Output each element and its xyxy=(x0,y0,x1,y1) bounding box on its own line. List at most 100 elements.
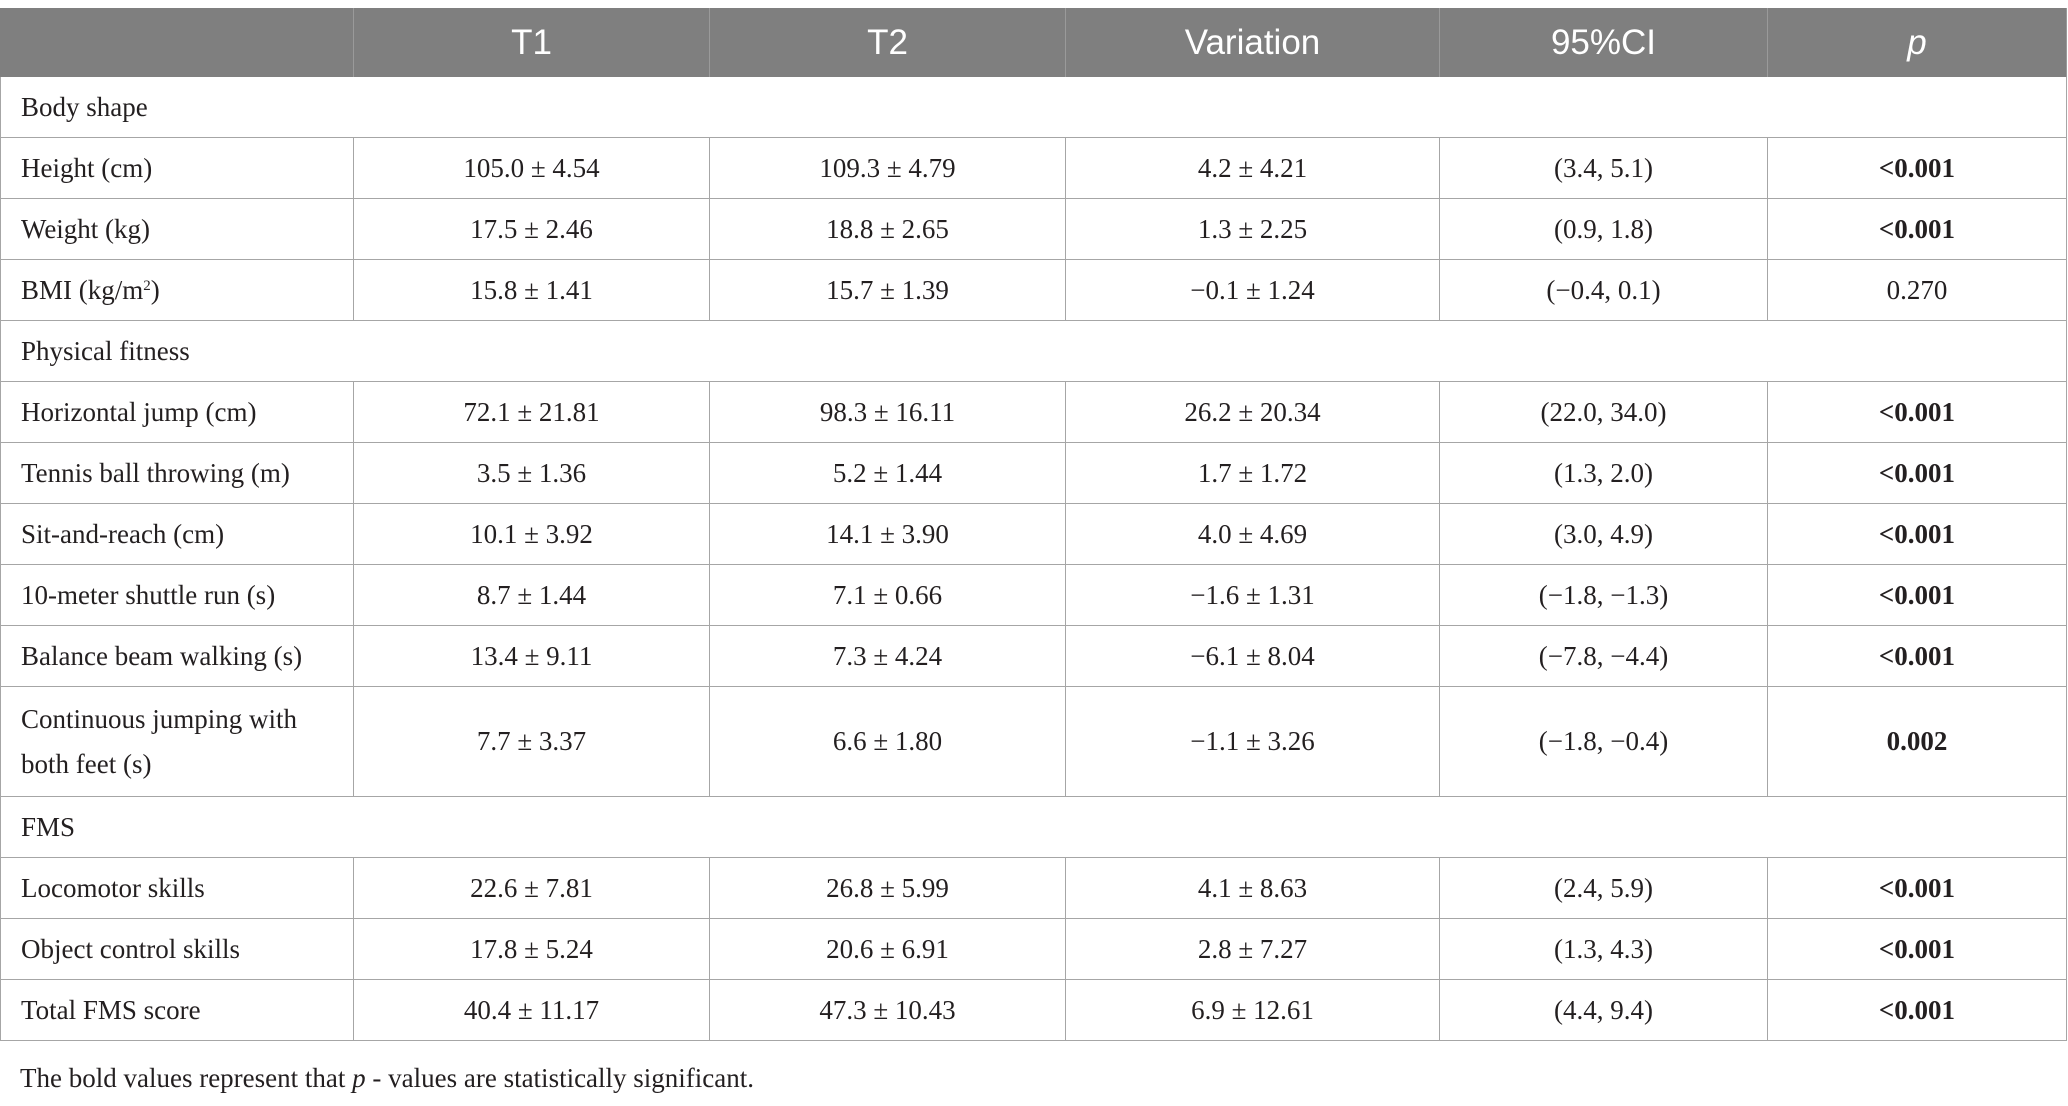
cell-ci: (−0.4, 0.1) xyxy=(1439,259,1768,321)
cell-variation: 26.2 ± 20.34 xyxy=(1065,381,1440,443)
header-cell-ci: 95%CI xyxy=(1439,8,1768,77)
cell-t1: 15.8 ± 1.41 xyxy=(353,259,710,321)
cell-t2: 109.3 ± 4.79 xyxy=(709,137,1066,199)
cell-t1: 17.5 ± 2.46 xyxy=(353,198,710,260)
cell-t1: 13.4 ± 9.11 xyxy=(353,625,710,687)
row-label: 10-meter shuttle run (s) xyxy=(0,564,354,626)
cell-variation: 4.1 ± 8.63 xyxy=(1065,857,1440,919)
cell-p: <0.001 xyxy=(1767,625,2067,687)
cell-t2: 5.2 ± 1.44 xyxy=(709,442,1066,504)
table-row: Weight (kg) 17.5 ± 2.46 18.8 ± 2.65 1.3 ± 2… xyxy=(0,198,2067,260)
cell-variation: 1.7 ± 1.72 xyxy=(1065,442,1440,504)
cell-t2: 18.8 ± 2.65 xyxy=(709,198,1066,260)
cell-ci: (3.4, 5.1) xyxy=(1439,137,1768,199)
cell-p: <0.001 xyxy=(1767,564,2067,626)
cell-p: <0.001 xyxy=(1767,918,2067,980)
table-row: Sit-and-reach (cm) 10.1 ± 3.92 14.1 ± 3.90… xyxy=(0,503,2067,565)
cell-variation: 1.3 ± 2.25 xyxy=(1065,198,1440,260)
cell-p: <0.001 xyxy=(1767,137,2067,199)
header-cell-variation: Variation xyxy=(1065,8,1440,77)
row-label: Horizontal jump (cm) xyxy=(0,381,354,443)
table-row: Object control skills 17.8 ± 5.24 20.6 ± 6… xyxy=(0,918,2067,980)
cell-t1: 7.7 ± 3.37 xyxy=(353,686,710,797)
row-label-suffix: ) xyxy=(150,274,160,305)
header-row: T1 T2 Variation 95%CI p xyxy=(0,8,2067,77)
cell-t1: 22.6 ± 7.81 xyxy=(353,857,710,919)
cell-p: 0.002 xyxy=(1767,686,2067,797)
cell-t2: 6.6 ± 1.80 xyxy=(709,686,1066,797)
cell-p: 0.270 xyxy=(1767,259,2067,321)
header-cell-t1: T1 xyxy=(353,8,710,77)
cell-variation: −6.1 ± 8.04 xyxy=(1065,625,1440,687)
row-label-text: BMI (kg/m xyxy=(21,274,144,305)
cell-t1: 40.4 ± 11.17 xyxy=(353,979,710,1041)
cell-t1: 3.5 ± 1.36 xyxy=(353,442,710,504)
table-row: Height (cm) 105.0 ± 4.54 109.3 ± 4.79 4.2 ±… xyxy=(0,137,2067,199)
table-header: T1 T2 Variation 95%CI p xyxy=(0,8,2067,77)
table-row: Total FMS score 40.4 ± 11.17 47.3 ± 10.43 6… xyxy=(0,979,2067,1041)
cell-ci: (22.0, 34.0) xyxy=(1439,381,1768,443)
row-label-superscript: 2 xyxy=(143,277,151,294)
cell-ci: (3.0, 4.9) xyxy=(1439,503,1768,565)
cell-ci: (4.4, 9.4) xyxy=(1439,979,1768,1041)
row-label: Locomotor skills xyxy=(0,857,354,919)
cell-t2: 98.3 ± 16.11 xyxy=(709,381,1066,443)
table-row: 10-meter shuttle run (s) 8.7 ± 1.44 7.1 ± … xyxy=(0,564,2067,626)
cell-ci: (−1.8, −0.4) xyxy=(1439,686,1768,797)
cell-t1: 8.7 ± 1.44 xyxy=(353,564,710,626)
cell-ci: (1.3, 2.0) xyxy=(1439,442,1768,504)
cell-t1: 17.8 ± 5.24 xyxy=(353,918,710,980)
section-title: FMS xyxy=(0,796,2067,858)
table-row: Locomotor skills 22.6 ± 7.81 26.8 ± 5.99 4.… xyxy=(0,857,2067,919)
table-row: Tennis ball throwing (m) 3.5 ± 1.36 5.2 ± … xyxy=(0,442,2067,504)
table-row: BMI (kg/m2) 15.8 ± 1.41 15.7 ± 1.39 −0.1 ± … xyxy=(0,259,2067,321)
row-label: Balance beam walking (s) xyxy=(0,625,354,687)
footnote-p-symbol: p xyxy=(352,1063,366,1093)
results-table-container: T1 T2 Variation 95%CI p Body shape Height… xyxy=(0,8,2067,1041)
cell-variation: −0.1 ± 1.24 xyxy=(1065,259,1440,321)
table-row: Continuous jumping with both feet (s) 7.7… xyxy=(0,686,2067,797)
cell-p: <0.001 xyxy=(1767,381,2067,443)
header-cell-label xyxy=(0,8,354,77)
cell-t2: 20.6 ± 6.91 xyxy=(709,918,1066,980)
header-cell-t2: T2 xyxy=(709,8,1066,77)
section-row: Body shape xyxy=(0,77,2067,138)
row-label: Weight (kg) xyxy=(0,198,354,260)
cell-p: <0.001 xyxy=(1767,503,2067,565)
cell-variation: 6.9 ± 12.61 xyxy=(1065,979,1440,1041)
cell-p: <0.001 xyxy=(1767,979,2067,1041)
cell-t2: 47.3 ± 10.43 xyxy=(709,979,1066,1041)
section-row: FMS xyxy=(0,796,2067,858)
header-cell-p: p xyxy=(1767,8,2067,77)
footnote-text-after: - values are statistically significant. xyxy=(365,1063,755,1093)
cell-ci: (0.9, 1.8) xyxy=(1439,198,1768,260)
cell-p: <0.001 xyxy=(1767,442,2067,504)
table-row: Horizontal jump (cm) 72.1 ± 21.81 98.3 ± 1… xyxy=(0,381,2067,443)
cell-t2: 14.1 ± 3.90 xyxy=(709,503,1066,565)
row-label: BMI (kg/m2) xyxy=(0,259,354,321)
cell-variation: −1.6 ± 1.31 xyxy=(1065,564,1440,626)
cell-p: <0.001 xyxy=(1767,857,2067,919)
cell-ci: (2.4, 5.9) xyxy=(1439,857,1768,919)
cell-t2: 7.1 ± 0.66 xyxy=(709,564,1066,626)
row-label: Tennis ball throwing (m) xyxy=(0,442,354,504)
cell-variation: 4.0 ± 4.69 xyxy=(1065,503,1440,565)
cell-t1: 10.1 ± 3.92 xyxy=(353,503,710,565)
row-label: Object control skills xyxy=(0,918,354,980)
section-row: Physical fitness xyxy=(0,320,2067,382)
footnote-text-before: The bold values represent that xyxy=(20,1063,353,1093)
cell-p: <0.001 xyxy=(1767,198,2067,260)
cell-variation: 4.2 ± 4.21 xyxy=(1065,137,1440,199)
row-label: Height (cm) xyxy=(0,137,354,199)
results-table: T1 T2 Variation 95%CI p Body shape Height… xyxy=(0,8,2067,1041)
cell-ci: (1.3, 4.3) xyxy=(1439,918,1768,980)
cell-variation: −1.1 ± 3.26 xyxy=(1065,686,1440,797)
cell-t2: 15.7 ± 1.39 xyxy=(709,259,1066,321)
cell-t1: 72.1 ± 21.81 xyxy=(353,381,710,443)
table-footnote: The bold values represent that p - value… xyxy=(20,1063,754,1094)
row-label: Continuous jumping with both feet (s) xyxy=(0,686,354,797)
table-body: Body shape Height (cm) 105.0 ± 4.54 109.3 ±… xyxy=(0,77,2067,1041)
section-title: Physical fitness xyxy=(0,320,2067,382)
cell-ci: (−1.8, −1.3) xyxy=(1439,564,1768,626)
cell-t1: 105.0 ± 4.54 xyxy=(353,137,710,199)
